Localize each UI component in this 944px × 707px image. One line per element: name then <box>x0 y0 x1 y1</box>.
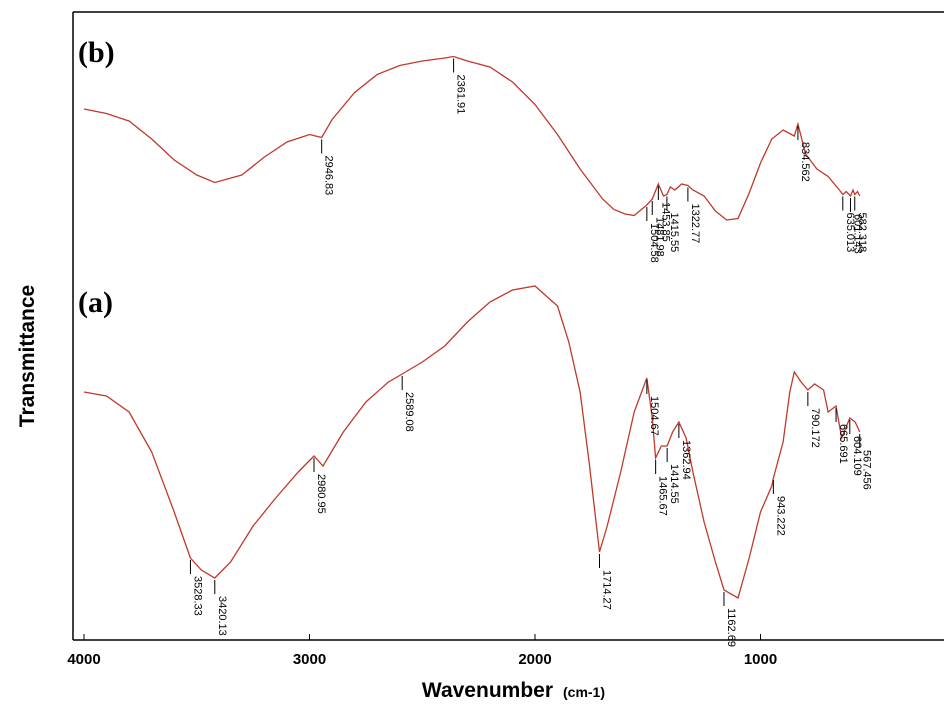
peak-labels-a: 3528.33 3420.13 2980.95 2589.08 1714.27 1504.… <box>189 376 873 647</box>
panel-label-a: (a) <box>78 286 113 319</box>
peak-label: 2361.91 <box>455 75 467 115</box>
peak-label: 3528.33 <box>191 576 203 616</box>
peak-label: 1504.67 <box>648 396 660 436</box>
peak-label: 2946.83 <box>323 156 335 196</box>
x-tick-label: 1000 <box>744 651 777 668</box>
peak-label: 1453.85 <box>659 202 671 242</box>
spectrum-line-a <box>83 285 861 599</box>
peak-labels-b: 2946.83 2361.91 1504.581481.981453.851415.… <box>321 58 868 263</box>
peak-label: 1465.67 <box>657 476 669 516</box>
x-axis-unit: (cm-1) <box>563 684 605 700</box>
spectrum-line-b <box>83 55 861 221</box>
peak-label: 2980.95 <box>315 474 327 514</box>
peak-label: 3420.13 <box>216 596 228 636</box>
x-tick-label: 3000 <box>293 651 326 668</box>
y-axis-title: Transmittance <box>16 285 39 427</box>
peak-label: 834.562 <box>799 142 811 182</box>
peak-label: 1481.98 <box>653 217 665 257</box>
peak-label: 1714.27 <box>600 570 612 610</box>
peak-label: 1415.55 <box>668 213 680 253</box>
peak-label: 582.318 <box>856 213 868 253</box>
x-tick-label: 4000 <box>67 651 100 668</box>
peak-label: 943.222 <box>774 496 786 536</box>
peak-label: 601.143 <box>851 214 863 254</box>
peak-label: 1322.77 <box>689 204 701 244</box>
peak-label: 1362.94 <box>680 440 692 480</box>
peak-label: 1414.55 <box>668 464 680 504</box>
panel-b: (b) 2946.832361.911504.581481.981453.851… <box>78 36 868 263</box>
peak-label: 790.172 <box>809 408 821 448</box>
peak-label: 635.013 <box>844 213 856 253</box>
peak-label: 1504.58 <box>648 223 660 263</box>
peak-label: 567.456 <box>861 450 873 490</box>
panel-label-b: (b) <box>78 36 115 69</box>
peak-label: 1162.69 <box>725 608 737 647</box>
peak-label: 665.691 <box>837 424 849 464</box>
panel-a: (a) 3528.33 3420.13 2980.95 2589.08 1714.27 1… <box>78 285 873 647</box>
x-tick-label: 2000 <box>518 651 551 668</box>
x-axis-ticks: 4000 3000 2000 1000 <box>67 634 777 668</box>
peak-label: 2589.08 <box>403 392 415 432</box>
x-axis-title: Wavenumber <box>422 679 553 702</box>
